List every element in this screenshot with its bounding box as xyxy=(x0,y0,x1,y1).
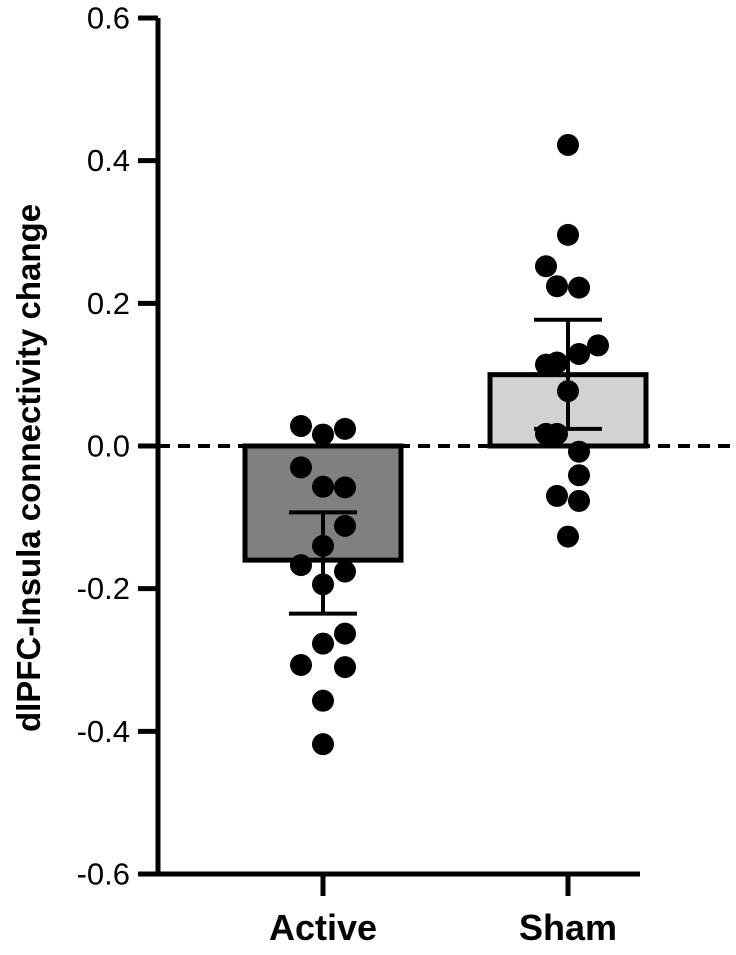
data-point-sham-14 xyxy=(568,440,590,463)
data-point-active-12 xyxy=(334,417,356,440)
data-point-active-15 xyxy=(334,560,356,583)
data-point-active-14 xyxy=(334,514,356,537)
x-axis: Active Sham xyxy=(156,871,640,948)
y-axis: 0.6 0.4 0.2 0.0 -0.2 -0.4 -0.6 xyxy=(77,1,161,892)
data-point-active-13 xyxy=(334,476,356,499)
y-tick-label: 0.6 xyxy=(87,1,130,36)
data-point-active-10 xyxy=(312,689,334,712)
x-tick-label-sham: Sham xyxy=(519,907,617,948)
y-tick-label: 0.4 xyxy=(87,143,130,178)
data-point-sham-5 xyxy=(546,351,568,374)
data-point-active-3 xyxy=(290,554,312,577)
y-tick-label: 0.2 xyxy=(87,286,130,321)
data-point-active-11 xyxy=(312,733,334,756)
y-tick-label: -0.2 xyxy=(77,571,130,606)
y-tick-label: 0.0 xyxy=(87,429,130,464)
data-point-active-4 xyxy=(290,653,312,676)
points-layer xyxy=(290,133,609,756)
data-point-sham-13 xyxy=(568,342,590,365)
data-point-sham-11 xyxy=(557,525,579,548)
data-point-active-7 xyxy=(312,534,334,557)
x-tick-label-active: Active xyxy=(269,907,377,948)
data-point-sham-4 xyxy=(546,275,568,298)
y-tick-label: -0.6 xyxy=(77,857,130,892)
data-point-sham-16 xyxy=(568,489,590,512)
data-point-active-9 xyxy=(312,632,334,655)
data-point-active-17 xyxy=(334,656,356,679)
data-point-sham-7 xyxy=(546,422,568,445)
y-axis-title: dlPFC-Insula connectivity change xyxy=(10,204,47,732)
data-point-active-16 xyxy=(334,622,356,645)
data-point-active-1 xyxy=(290,415,312,438)
data-point-sham-8 xyxy=(557,133,579,156)
error-bars-layer xyxy=(289,317,602,616)
data-point-sham-12 xyxy=(568,276,590,299)
data-point-sham-10 xyxy=(557,380,579,403)
data-point-sham-6 xyxy=(546,484,568,507)
data-point-sham-1 xyxy=(535,255,557,278)
data-point-active-6 xyxy=(312,475,334,498)
data-point-active-5 xyxy=(312,423,334,446)
data-point-active-8 xyxy=(312,573,334,596)
error-bar-active xyxy=(289,510,357,616)
data-point-active-2 xyxy=(290,456,312,479)
data-point-sham-15 xyxy=(568,464,590,487)
y-tick-label: -0.4 xyxy=(77,714,130,749)
data-point-sham-17 xyxy=(587,334,609,357)
data-point-sham-9 xyxy=(557,223,579,246)
